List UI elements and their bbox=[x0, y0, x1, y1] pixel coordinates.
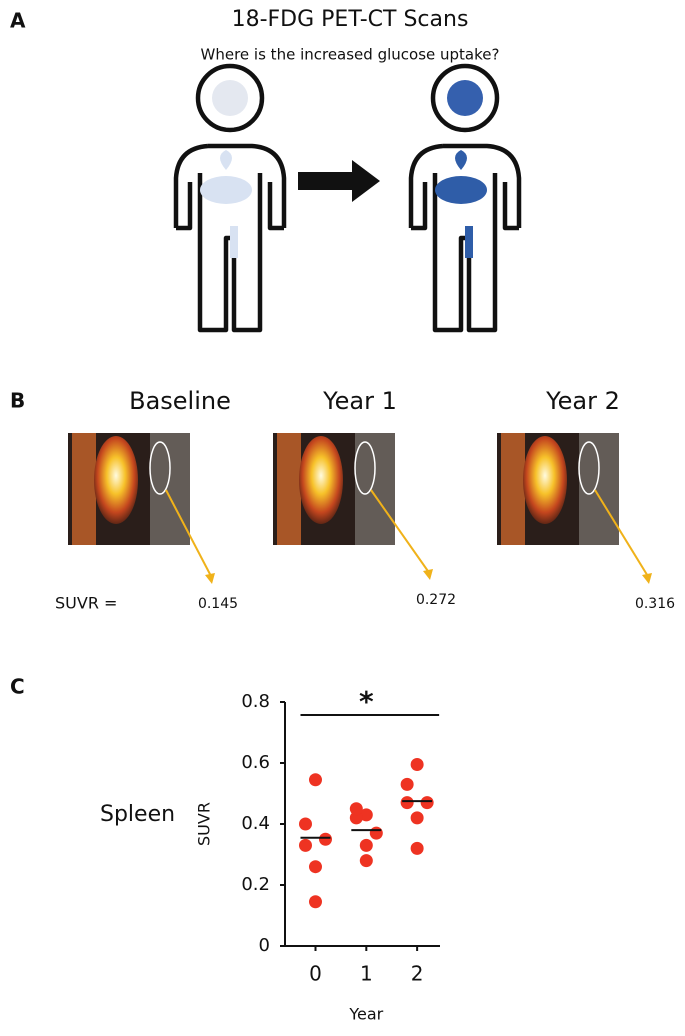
data-point bbox=[359, 838, 373, 852]
scan-body bbox=[579, 433, 619, 545]
data-point bbox=[308, 860, 322, 874]
data-point bbox=[298, 838, 312, 852]
scan-organ bbox=[299, 436, 343, 524]
panel-label: B bbox=[10, 389, 25, 413]
data-point bbox=[400, 796, 414, 810]
roi-arrowhead bbox=[642, 573, 652, 584]
x-tick-label: 0 bbox=[309, 962, 322, 986]
data-point bbox=[400, 777, 414, 791]
scan-label: Year 1 bbox=[322, 387, 397, 415]
scan-body bbox=[355, 433, 395, 545]
suvr-value: 0.272 bbox=[416, 592, 456, 608]
arrow bbox=[298, 160, 380, 202]
panel-subtitle: Where is the increased glucose uptake? bbox=[201, 46, 500, 64]
scan-body bbox=[150, 433, 190, 545]
data-point bbox=[369, 826, 383, 840]
data-point bbox=[318, 832, 332, 846]
scan-spine bbox=[277, 433, 301, 545]
data-point bbox=[359, 808, 373, 822]
data-point bbox=[349, 811, 363, 825]
x-tick-label: 2 bbox=[411, 962, 424, 986]
data-point bbox=[410, 758, 424, 772]
y-tick-label: 0.2 bbox=[241, 874, 270, 895]
suvr-label: SUVR = bbox=[55, 594, 117, 613]
roi-outline bbox=[354, 441, 376, 495]
panel-label: C bbox=[10, 675, 25, 699]
panel-label: A bbox=[10, 9, 26, 33]
scan-label: Baseline bbox=[129, 387, 231, 415]
data-point bbox=[308, 773, 322, 787]
scan-organ bbox=[523, 436, 567, 524]
y-tick-label: 0.6 bbox=[241, 752, 270, 773]
roi-arrowhead bbox=[205, 573, 215, 584]
panel-title: 18-FDG PET-CT Scans bbox=[232, 7, 469, 32]
x-tick-label: 1 bbox=[360, 962, 373, 986]
person-after bbox=[411, 66, 519, 330]
y-tick-label: 0.8 bbox=[241, 691, 270, 712]
scan-organ bbox=[94, 436, 138, 524]
region-label: Spleen bbox=[100, 802, 175, 827]
roi-outline bbox=[578, 441, 600, 495]
scan-spine bbox=[501, 433, 525, 545]
suvr-value: 0.145 bbox=[198, 596, 238, 612]
data-point bbox=[308, 895, 322, 909]
roi-arrow bbox=[594, 489, 650, 579]
significance-label: * bbox=[359, 685, 374, 718]
scan-spine bbox=[72, 433, 96, 545]
data-point bbox=[410, 811, 424, 825]
x-axis-title: Year bbox=[348, 1005, 383, 1024]
data-point bbox=[420, 796, 434, 810]
y-tick-label: 0.4 bbox=[241, 813, 270, 834]
data-point bbox=[298, 817, 312, 831]
person-before bbox=[176, 66, 284, 330]
data-point bbox=[410, 841, 424, 855]
data-point bbox=[349, 802, 363, 816]
roi-arrow bbox=[370, 489, 431, 575]
scan-label: Year 2 bbox=[545, 387, 620, 415]
roi-outline bbox=[149, 441, 171, 495]
suvr-value: 0.316 bbox=[635, 596, 675, 612]
roi-arrowhead bbox=[423, 569, 433, 580]
data-point bbox=[359, 854, 373, 868]
y-axis-title: SUVR bbox=[195, 802, 214, 846]
y-tick-label: 0 bbox=[259, 935, 270, 956]
roi-arrow bbox=[165, 489, 213, 579]
